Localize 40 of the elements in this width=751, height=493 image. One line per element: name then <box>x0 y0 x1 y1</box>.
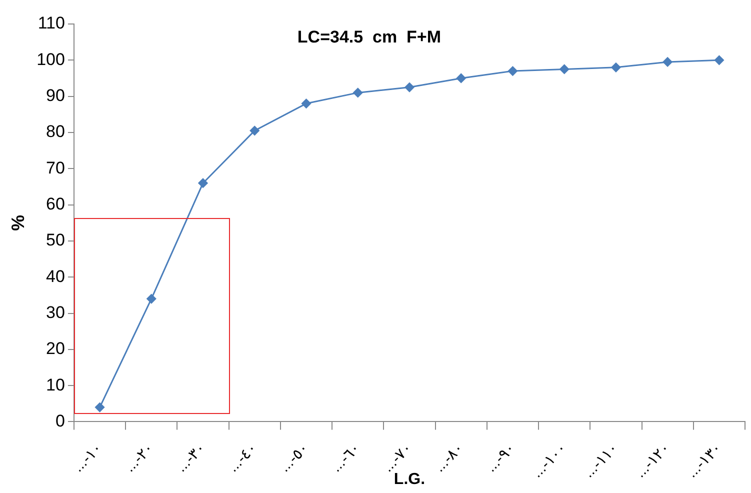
x-tick-label: ...-٢٠ <box>121 440 158 476</box>
x-axis-title: L.G. <box>394 470 426 488</box>
x-tick-label: ...-٦٠ <box>328 440 364 476</box>
y-tick-label: 70 <box>46 158 65 178</box>
point <box>560 64 570 74</box>
y-tick-label: 20 <box>46 339 65 358</box>
x-tick-label: ...-٩٠ <box>482 440 518 476</box>
x-tick-label: ...-٥٠ <box>276 440 312 476</box>
x-tick-label: ...-١٠ <box>70 440 106 476</box>
y-tick-label: 30 <box>46 302 65 322</box>
x-tick-label: ...-١٢٠ <box>632 440 674 482</box>
y-tick-label: 0 <box>55 411 65 430</box>
y-axis-title: % <box>8 214 28 231</box>
x-tick-label: ...-١٣٠ <box>684 440 725 482</box>
y-tick-label: 50 <box>46 230 65 250</box>
y-tick-label: 60 <box>46 194 65 214</box>
point <box>611 62 621 72</box>
y-tick-label: 40 <box>46 266 65 286</box>
point <box>714 55 724 65</box>
point <box>146 294 156 304</box>
y-tick-label: 10 <box>46 375 65 394</box>
point <box>508 66 518 76</box>
point <box>95 402 105 412</box>
x-tick-label: ...-٣٠ <box>173 440 209 476</box>
y-tick-label: 90 <box>46 86 65 105</box>
point <box>250 126 260 136</box>
x-tick-label: ...-٤٠ <box>224 440 260 476</box>
y-tick-label: 100 <box>36 50 65 69</box>
point <box>353 88 363 98</box>
point <box>662 57 672 67</box>
x-tick-label: ...-١١٠ <box>580 440 622 482</box>
point <box>301 98 311 108</box>
x-tick-label: ...-١٠٠ <box>528 440 570 482</box>
point <box>404 82 414 92</box>
point <box>198 178 208 188</box>
x-tick-label: ...-٨٠ <box>431 440 467 476</box>
chart-title: LC=34.5 cm F+M <box>297 28 442 47</box>
point <box>456 73 466 83</box>
y-tick-label: 80 <box>46 122 65 142</box>
y-tick-label: 110 <box>38 14 65 33</box>
